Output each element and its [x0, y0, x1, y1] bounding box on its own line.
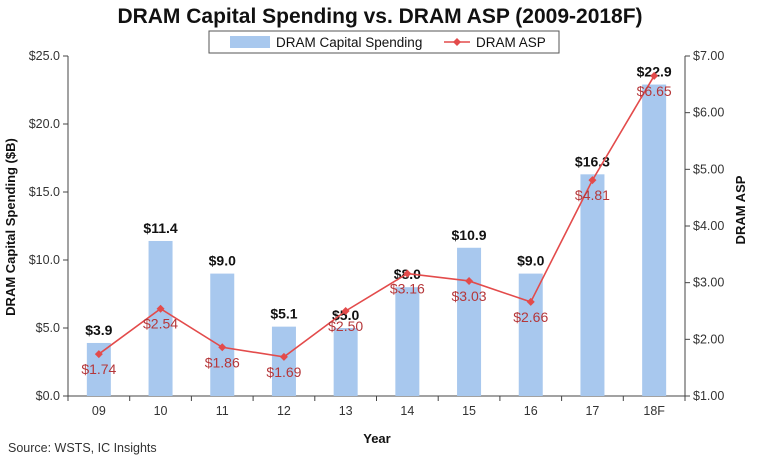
y-left-tick-label: $10.0 — [29, 253, 60, 267]
y-right-tick-label: $5.00 — [693, 162, 724, 176]
asp-marker — [465, 276, 474, 285]
bar — [210, 273, 235, 396]
legend: DRAM Capital Spending DRAM ASP — [208, 30, 560, 54]
bar-data-label: $10.9 — [452, 227, 487, 243]
x-tick-label: 17 — [585, 404, 599, 418]
x-tick-label: 12 — [277, 404, 291, 418]
y-right-tick-label: $4.00 — [693, 219, 724, 233]
chart-title: DRAM Capital Spending vs. DRAM ASP (2009… — [117, 5, 642, 28]
asp-marker — [218, 343, 227, 352]
bar-data-label: $22.9 — [637, 64, 672, 80]
x-tick-label: 16 — [524, 404, 538, 418]
y-right-tick-label: $7.00 — [693, 49, 724, 63]
legend-label-capital-spending: DRAM Capital Spending — [276, 35, 422, 50]
bar-data-label: $3.9 — [85, 322, 112, 338]
asp-marker — [526, 297, 535, 306]
asp-data-label: $3.16 — [390, 281, 425, 297]
asp-marker — [94, 350, 103, 359]
x-tick-label: 14 — [400, 404, 414, 418]
asp-marker — [588, 176, 597, 185]
plot-area: $0.0 $5.0 $10.0 $15.0 $20.0 $25.0 $1.00 $2.00 $3… — [29, 49, 725, 418]
bar-data-label: $11.4 — [143, 220, 177, 236]
bar — [395, 287, 420, 396]
asp-data-label: $1.69 — [266, 364, 301, 380]
asp-marker — [156, 304, 165, 313]
x-tick-label: 11 — [216, 404, 229, 418]
y-left-tick-label: $15.0 — [29, 185, 60, 199]
y-left-tick-label: $0.0 — [36, 389, 60, 403]
bar — [148, 240, 173, 396]
bar — [271, 326, 296, 396]
asp-data-label: $1.74 — [81, 361, 116, 377]
asp-data-label: $3.03 — [452, 288, 487, 304]
x-tick-label: 13 — [339, 404, 353, 418]
legend-swatch-bar — [230, 36, 270, 48]
y-right-tick-label: $2.00 — [693, 332, 724, 346]
asp-marker — [279, 352, 288, 361]
bar-data-label: $5.1 — [270, 306, 297, 322]
legend-swatch-marker — [453, 38, 461, 46]
asp-data-label: $6.65 — [637, 83, 672, 99]
y-right-tick-label: $6.00 — [693, 106, 724, 120]
y-left-tick-label: $20.0 — [29, 117, 60, 131]
asp-data-label: $2.66 — [513, 309, 548, 325]
bar-data-label: $9.0 — [517, 253, 544, 269]
asp-line — [98, 75, 655, 358]
bar-data-label: $5.0 — [332, 307, 359, 323]
x-tick-label: 18F — [643, 404, 665, 418]
legend-label-asp: DRAM ASP — [476, 35, 546, 50]
asp-marker — [341, 307, 350, 315]
asp-data-label: $2.50 — [328, 318, 363, 334]
x-axis-title: Year — [363, 431, 390, 446]
asp-data-label: $1.86 — [205, 354, 240, 370]
asp-marker — [650, 71, 659, 80]
bar-data-label: $16.3 — [575, 153, 610, 169]
x-tick-label: 10 — [154, 404, 168, 418]
y-right-tick-label: $1.00 — [693, 389, 724, 403]
y-axis-right-title: DRAM ASP — [733, 175, 748, 244]
source-note: Source: WSTS, IC Insights — [8, 441, 157, 455]
x-tick-label: 15 — [462, 404, 476, 418]
asp-marker — [403, 269, 412, 278]
bar-data-label: $9.0 — [209, 253, 236, 269]
bar — [642, 84, 667, 396]
bar — [333, 328, 358, 396]
bar — [518, 273, 543, 396]
y-axis-left-title: DRAM Capital Spending ($B) — [3, 138, 18, 316]
asp-data-label: $4.81 — [575, 187, 610, 203]
asp-data-label: $2.54 — [143, 316, 178, 332]
y-right-tick-label: $3.00 — [693, 276, 724, 290]
y-left-tick-label: $25.0 — [29, 49, 60, 63]
bar — [580, 174, 605, 396]
x-tick-label: 09 — [92, 404, 106, 418]
bar — [457, 247, 482, 396]
y-left-tick-label: $5.0 — [36, 321, 60, 335]
legend-box — [208, 30, 560, 54]
